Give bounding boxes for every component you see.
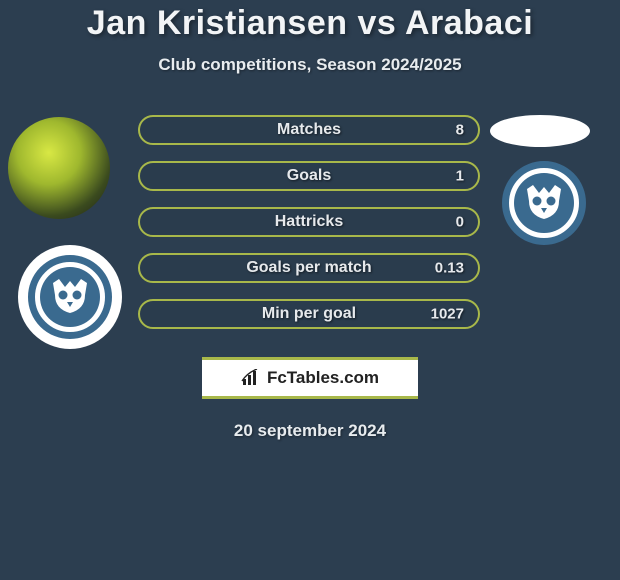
stat-row-hattricks: Hattricks 0 — [138, 207, 480, 237]
stat-value: 1027 — [431, 306, 464, 323]
brand-text: FcTables.com — [267, 368, 379, 388]
roskilde-badge-icon — [28, 255, 112, 339]
player-right-avatar — [490, 115, 590, 147]
player-left-avatar — [8, 117, 110, 219]
stat-row-matches: Matches 8 — [138, 115, 480, 145]
stat-row-goals: Goals 1 — [138, 161, 480, 191]
owl-icon — [47, 277, 93, 317]
season-subtitle: Club competitions, Season 2024/2025 — [0, 55, 620, 75]
stat-label: Goals — [287, 167, 331, 185]
stat-label: Matches — [277, 121, 341, 139]
stat-label: Hattricks — [275, 213, 343, 231]
stat-value: 8 — [456, 122, 464, 139]
player-left-club-badge — [18, 245, 122, 349]
stat-label: Min per goal — [262, 305, 356, 323]
comparison-title: Jan Kristiansen vs Arabaci — [0, 0, 620, 43]
stat-value: 0 — [456, 214, 464, 231]
stat-label: Goals per match — [246, 259, 371, 277]
stat-value: 0.13 — [435, 260, 464, 277]
owl-icon — [521, 183, 567, 223]
stat-value: 1 — [456, 168, 464, 185]
player-right-club-badge — [502, 161, 602, 261]
stats-column: Matches 8 Goals 1 Hattricks 0 Goals per … — [138, 115, 480, 345]
brand-attribution[interactable]: FcTables.com — [202, 357, 418, 399]
comparison-main: Matches 8 Goals 1 Hattricks 0 Goals per … — [0, 115, 620, 355]
stat-row-goals-per-match: Goals per match 0.13 — [138, 253, 480, 283]
stat-row-min-per-goal: Min per goal 1027 — [138, 299, 480, 329]
roskilde-badge-icon — [502, 161, 586, 245]
bar-chart-icon — [241, 369, 261, 387]
comparison-date: 20 september 2024 — [0, 421, 620, 441]
